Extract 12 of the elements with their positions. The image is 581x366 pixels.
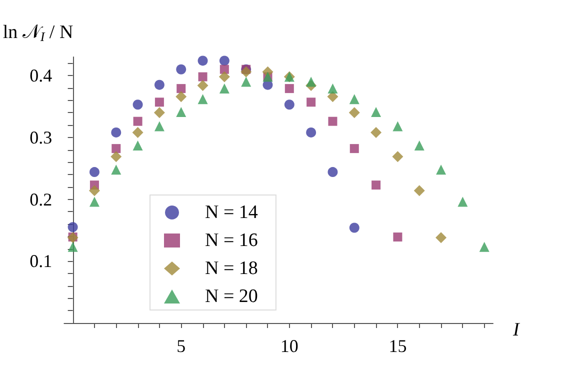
y-tick-label: 0.2 bbox=[30, 189, 52, 210]
legend-label: N = 18 bbox=[205, 258, 258, 279]
x-axis-title: I bbox=[512, 320, 521, 340]
y-tick-label: 0.1 bbox=[30, 251, 52, 272]
legend-label: N = 14 bbox=[205, 202, 258, 223]
x-tick-label: 15 bbox=[388, 336, 407, 356]
y-tick-label: 0.3 bbox=[30, 127, 52, 148]
legend-label: N = 20 bbox=[205, 286, 258, 307]
x-tick-label: 5 bbox=[176, 336, 186, 356]
y-tick-label: 0.4 bbox=[30, 66, 52, 86]
x-tick-label: 10 bbox=[280, 336, 298, 356]
legend-label: N = 16 bbox=[205, 230, 258, 251]
